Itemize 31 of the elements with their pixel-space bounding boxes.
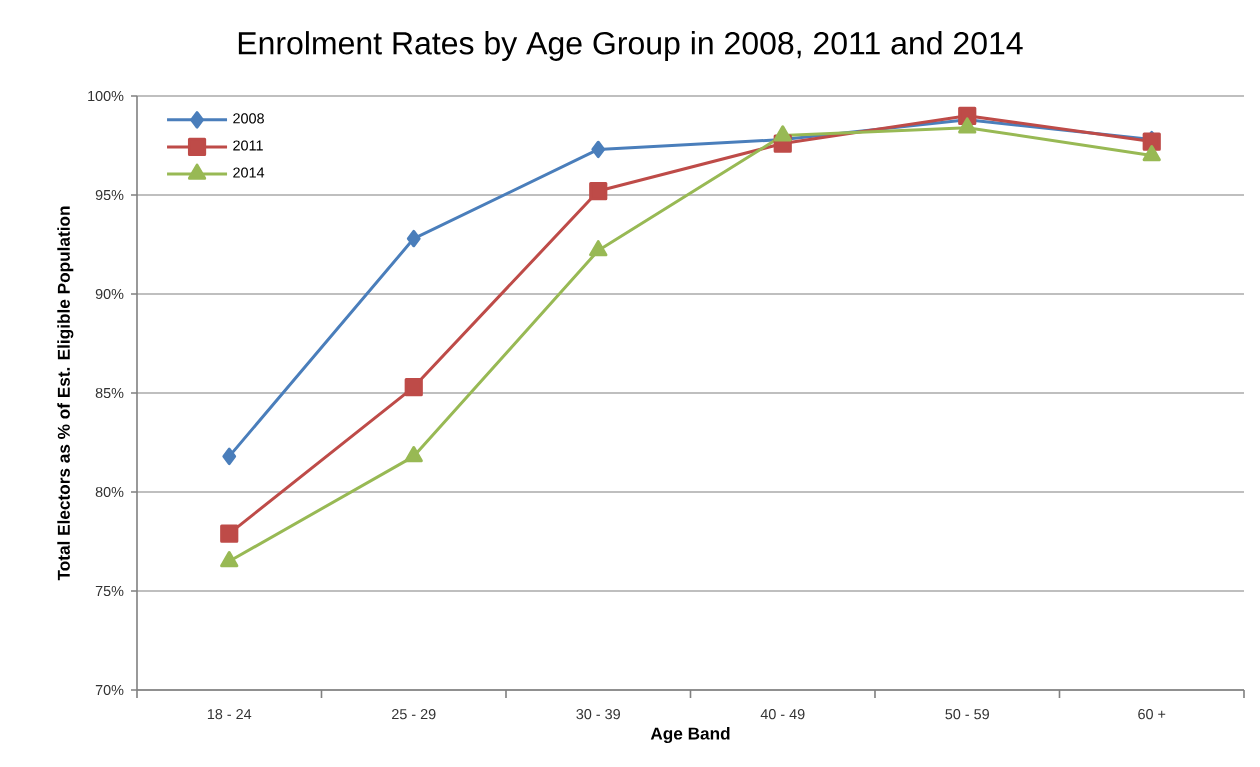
point [220,524,239,543]
point [773,125,792,142]
point [222,447,237,466]
point [220,551,239,568]
x-tick-label: 50 - 59 [945,709,989,720]
x-axis-title: Age Band [650,727,730,744]
x-tick-label: 18 - 24 [207,709,252,720]
x-tick-label: 40 - 49 [760,709,805,720]
legend-label: 2008 [233,113,264,124]
y-tick-label: 100% [88,90,124,102]
y-tick-label: 75% [95,585,124,597]
y-axis-title: Total Electors as % of Est. Eligible Population [57,206,74,581]
point [404,446,423,463]
y-tick-label: 90% [95,288,124,300]
y-tick-label: 85% [95,387,124,399]
y-tick-label: 95% [95,189,124,201]
y-tick-label: 70% [95,684,124,696]
point [404,377,423,397]
point [1142,145,1161,162]
legend-label: 2014 [233,167,265,178]
x-tick-label: 25 - 29 [392,709,436,720]
y-tick-label: 80% [95,486,124,498]
point [591,140,606,159]
legend-label: 2011 [233,140,263,151]
chart-title: Enrolment Rates by Age Group in 2008, 2011 and 2014 [238,31,1023,61]
point [958,117,977,134]
point [589,181,608,201]
point [406,229,421,248]
point [589,240,608,257]
x-tick-label: 30 - 39 [576,709,620,720]
x-tick-label: 60 + [1138,709,1166,720]
